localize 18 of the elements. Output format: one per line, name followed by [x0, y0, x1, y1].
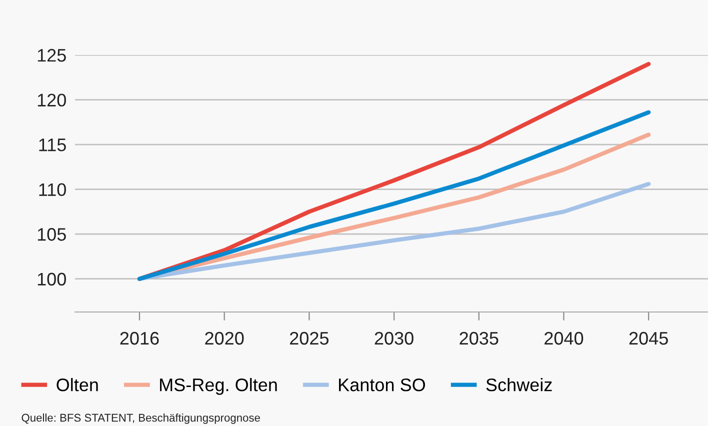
y-tick-label: 100 — [38, 272, 66, 286]
legend-label: MS-Reg. Olten — [160, 378, 277, 395]
y-tick-label: 110 — [39, 183, 66, 196]
y-tick-label: 120 — [38, 94, 66, 106]
source-note: Quelle: BFS STATENT, Beschäftigungsprognose — [22, 414, 260, 424]
legend-label: Kanton SO — [339, 378, 426, 392]
x-tick-label: 2040 — [544, 332, 584, 345]
legend-label: Schweiz — [486, 378, 552, 392]
x-tick-label: 2016 — [120, 332, 159, 345]
x-tick-label: 2030 — [374, 332, 414, 345]
y-tick-label: 115 — [39, 138, 66, 152]
x-tick-label: 2025 — [290, 332, 329, 345]
x-tick-label: 2020 — [205, 332, 244, 345]
x-tick-label: 2035 — [460, 332, 498, 345]
legend-label: Olten — [56, 378, 98, 392]
y-tick-label: 125 — [38, 48, 66, 62]
y-tick-label: 105 — [38, 228, 66, 241]
x-tick-label: 2045 — [629, 332, 668, 345]
